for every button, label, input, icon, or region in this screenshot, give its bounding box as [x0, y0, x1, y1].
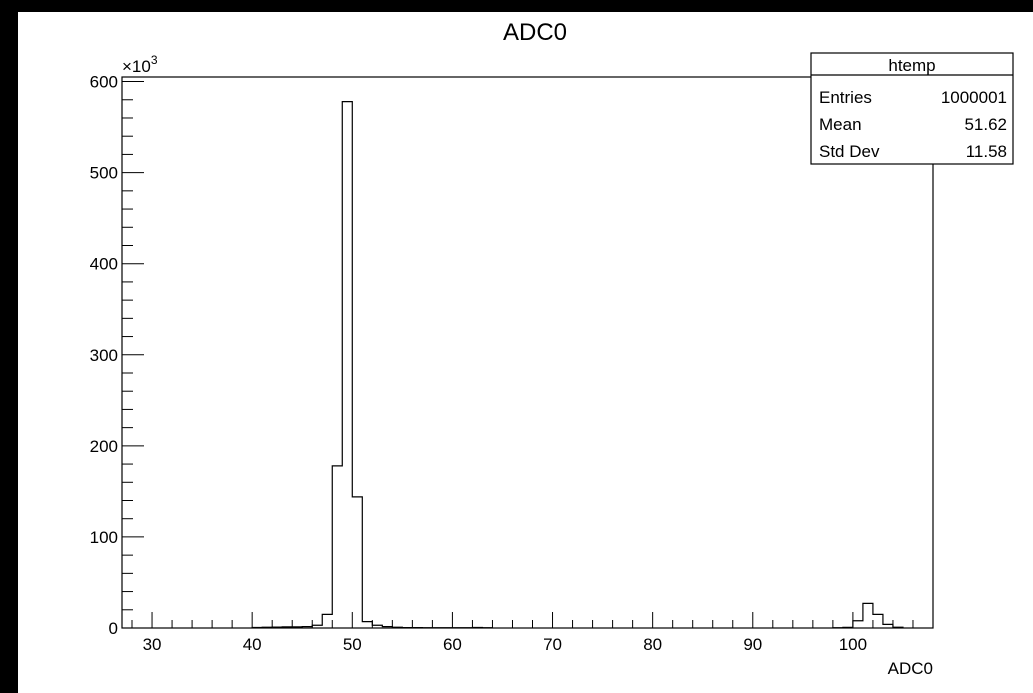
y-tick-label: 400 [90, 255, 118, 274]
x-axis-label: ADC0 [888, 659, 933, 678]
histogram-series [251, 100, 904, 629]
x-tick-label: 100 [839, 635, 867, 654]
stats-box-title: htemp [888, 56, 935, 75]
stats-label-mean: Mean [819, 115, 862, 134]
stats-value-stddev: 11.58 [966, 142, 1007, 161]
x-tick-label: 30 [143, 635, 162, 654]
stats-box-frame [810, 52, 1014, 165]
y-exponent-label: ×103 [122, 53, 158, 76]
y-tick-label: 500 [90, 164, 118, 183]
x-tick-label: 50 [343, 635, 362, 654]
y-tick-label: 300 [90, 346, 118, 365]
histogram-chart: ADC0 0 100 200 300 400 500 600 30 40 50 60 70 80 90 1… [90, 19, 1014, 678]
x-tick-label: 80 [643, 635, 662, 654]
x-tick-label: 60 [443, 635, 462, 654]
x-tick-label: 40 [243, 635, 262, 654]
chart-title: ADC0 [503, 19, 567, 46]
x-tick-label: 90 [743, 635, 762, 654]
stats-label-stddev: Std Dev [819, 142, 880, 161]
y-tick-label: 200 [90, 437, 118, 456]
stats-value-mean: 51.62 [964, 115, 1007, 134]
plot-frame [121, 76, 934, 629]
x-axis: 30 40 50 60 70 80 90 100 [131, 612, 934, 654]
y-tick-label: 100 [90, 528, 118, 547]
y-tick-label: 600 [90, 73, 118, 92]
stats-box: htemp Entries 1000001 Mean 51.62 Std Dev… [810, 52, 1014, 165]
stats-value-entries: 1000001 [941, 88, 1007, 107]
y-axis: 0 100 200 300 400 500 600 [90, 73, 144, 638]
y-tick-label: 0 [109, 619, 118, 638]
plot-canvas: ADC0 0 100 200 300 400 500 600 30 40 50 60 70 80 90 1… [18, 12, 1033, 693]
x-tick-label: 70 [543, 635, 562, 654]
stats-label-entries: Entries [819, 88, 872, 107]
y-exponent-power: 3 [151, 53, 158, 67]
